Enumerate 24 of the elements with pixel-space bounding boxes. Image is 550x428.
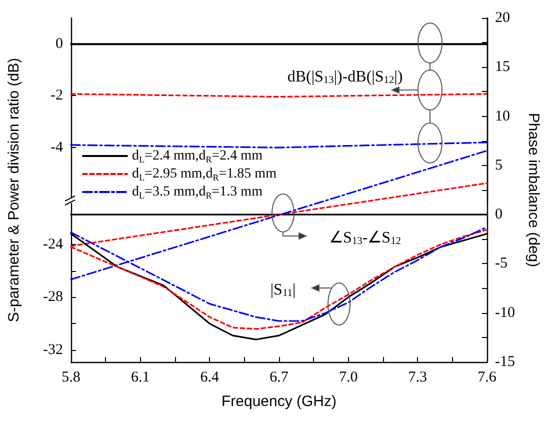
x-tick-label: 6.4 [200, 370, 220, 386]
y2-axis-title: Phase imbalance (deg) [524, 112, 542, 268]
x-tick-label: 7.6 [478, 370, 497, 386]
y-tick-label: -4 [50, 140, 64, 156]
x-axis-title: Frequency (GHz) [221, 393, 337, 410]
y2-tick-label: -10 [495, 304, 515, 321]
y2-tick-label: 20 [495, 10, 510, 26]
y-tick-label: 0 [56, 36, 63, 52]
y2-tick-label: -5 [495, 256, 508, 272]
y2-tick-label: 15 [495, 59, 510, 76]
y-tick-label: -24 [43, 236, 64, 252]
x-tick-label: 7.3 [408, 370, 428, 386]
y2-tick-label: -15 [495, 354, 515, 370]
y-tick-label: -2 [50, 88, 63, 104]
y-tick-label: -32 [43, 342, 63, 358]
x-tick-label: 5.8 [62, 370, 80, 386]
y2-tick-label: 0 [495, 206, 502, 223]
y-axis-title: S-parameter & Power division ratio (dB) [6, 58, 22, 322]
x-tick-label: 6.1 [130, 370, 150, 386]
x-tick-label: 6.7 [270, 370, 289, 386]
text: 7.0 [338, 370, 358, 386]
y2-tick-label: 10 [495, 108, 510, 124]
y-tick-label: -28 [43, 289, 63, 306]
y2-tick-label: 5 [495, 157, 502, 174]
